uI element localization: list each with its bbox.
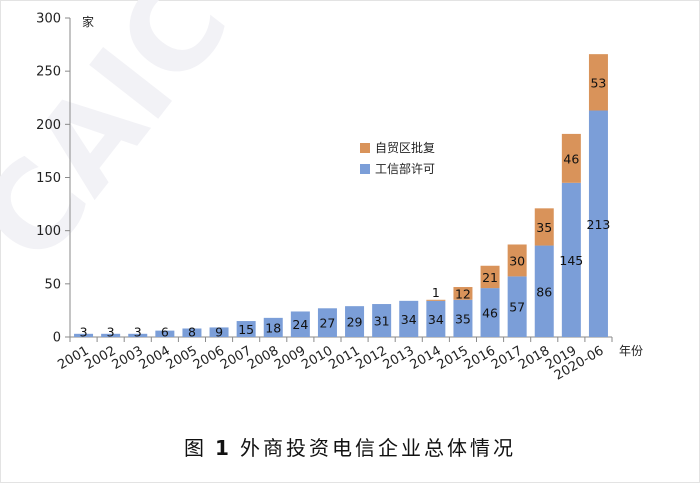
value-label-ftz: 21 bbox=[482, 270, 498, 285]
value-label-permit: 86 bbox=[536, 284, 552, 299]
value-label-permit: 29 bbox=[347, 315, 363, 330]
bar-segment-permit bbox=[290, 311, 310, 337]
figure-caption: 图 1 外商投资电信企业总体情况 bbox=[0, 432, 700, 461]
bar-segment-permit bbox=[345, 306, 365, 337]
value-label-permit: 3 bbox=[107, 325, 115, 340]
bar-segment-permit bbox=[182, 328, 202, 337]
value-label-permit: 18 bbox=[265, 320, 281, 335]
caption-title: 外商投资电信企业总体情况 bbox=[239, 436, 516, 460]
value-label-ftz: 53 bbox=[590, 75, 606, 90]
legend-swatch bbox=[360, 143, 370, 153]
bar-segment-permit bbox=[426, 300, 446, 337]
caption-prefix: 图 bbox=[184, 436, 208, 460]
value-label-permit: 8 bbox=[188, 325, 196, 340]
bar-segment-permit bbox=[507, 276, 527, 337]
bar-segment-ftz bbox=[426, 299, 446, 301]
bar-segment-ftz bbox=[453, 287, 473, 300]
bar-segment-ftz bbox=[561, 133, 581, 183]
y-tick-label: 100 bbox=[36, 224, 61, 239]
caption-number: 1 bbox=[215, 436, 232, 460]
y-tick-label: 300 bbox=[36, 12, 61, 27]
bar-segment-permit bbox=[128, 333, 148, 337]
value-label-permit: 15 bbox=[238, 322, 254, 337]
bar-segment-ftz bbox=[507, 244, 527, 277]
y-tick-label: 250 bbox=[36, 65, 61, 80]
bar-segment-permit bbox=[263, 317, 283, 337]
bar-segment-permit bbox=[372, 304, 392, 337]
value-label-permit: 3 bbox=[80, 325, 88, 340]
bar-segment-permit bbox=[561, 182, 581, 337]
y-tick-label: 150 bbox=[36, 171, 61, 186]
watermark-text: CAICT bbox=[0, 0, 306, 288]
bar-segment-permit bbox=[534, 245, 554, 337]
y-tick-label: 200 bbox=[36, 118, 61, 133]
value-label-ftz: 12 bbox=[455, 286, 471, 301]
bar-segment-permit bbox=[101, 333, 121, 337]
bar-segment-permit bbox=[155, 330, 175, 337]
bar-segment-permit bbox=[317, 308, 337, 337]
legend-swatch bbox=[360, 164, 370, 174]
bar-segment-ftz bbox=[588, 54, 608, 111]
bar-segment-permit bbox=[480, 288, 500, 337]
x-axis-unit: 年份 bbox=[619, 344, 643, 358]
value-label-permit: 34 bbox=[401, 312, 417, 327]
value-label-ftz: 1 bbox=[432, 285, 440, 300]
value-label-permit: 27 bbox=[319, 316, 335, 331]
value-label-permit: 213 bbox=[587, 217, 611, 232]
value-label-permit: 6 bbox=[161, 325, 169, 340]
value-label-ftz: 46 bbox=[563, 151, 579, 166]
bar-segment-permit bbox=[236, 321, 256, 337]
bar-segment-permit bbox=[74, 333, 94, 337]
y-tick-label: 50 bbox=[44, 277, 61, 292]
bar-segment-permit bbox=[399, 300, 419, 337]
value-label-permit: 31 bbox=[374, 314, 390, 329]
bar-segment-ftz bbox=[534, 208, 554, 246]
value-label-permit: 34 bbox=[428, 312, 444, 327]
caict-watermark: CAICT bbox=[0, 0, 306, 288]
value-label-permit: 3 bbox=[134, 325, 142, 340]
bar-segment-ftz bbox=[480, 265, 500, 289]
value-label-permit: 46 bbox=[482, 306, 498, 321]
value-label-permit: 35 bbox=[455, 311, 471, 326]
value-label-permit: 57 bbox=[509, 300, 525, 315]
legend-label: 工信部许可 bbox=[375, 161, 435, 176]
value-label-permit: 9 bbox=[215, 325, 223, 340]
y-tick-label: 0 bbox=[53, 331, 61, 346]
value-label-ftz: 35 bbox=[536, 220, 552, 235]
value-labels: 3 3 3 6 8 9 15 18 24 27 29 31 34 34 1 35 12 46 21 57 30 86 35 1… bbox=[80, 75, 611, 339]
y-axis-unit: 家 bbox=[82, 14, 94, 29]
value-label-ftz: 30 bbox=[509, 253, 525, 268]
bar-segment-permit bbox=[453, 299, 473, 337]
bar-segment-permit bbox=[209, 327, 229, 337]
chart-bars bbox=[74, 54, 608, 337]
value-label-permit: 145 bbox=[559, 253, 583, 268]
value-label-permit: 24 bbox=[292, 317, 308, 332]
legend-label: 自贸区批复 bbox=[375, 140, 435, 155]
bar-segment-permit bbox=[588, 110, 608, 337]
